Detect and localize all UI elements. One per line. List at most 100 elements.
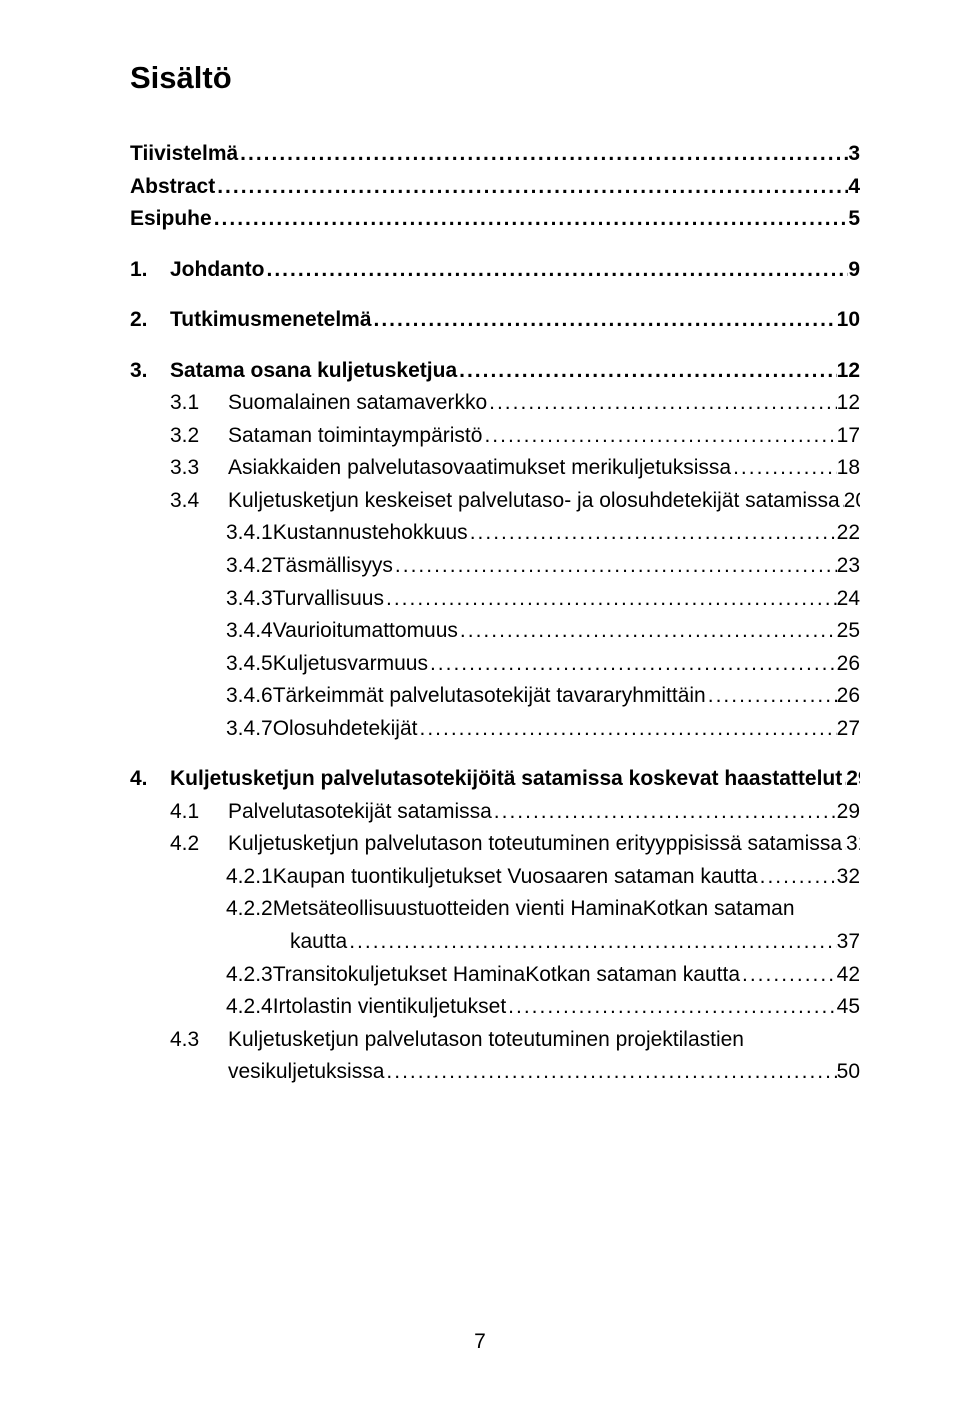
toc-number: 3.4 — [170, 485, 228, 518]
toc-entry: Abstract4 — [130, 171, 860, 204]
toc-number: 3.4.7 — [226, 713, 273, 746]
toc-entry: 4.3 Kuljetusketjun palvelutason toteutum… — [170, 1024, 860, 1057]
toc-leader — [487, 387, 837, 420]
toc-entry: 3.2 Sataman toimintaympäristö 17 — [170, 420, 860, 453]
toc-leader — [384, 583, 837, 616]
toc-leader — [457, 355, 837, 388]
toc-page: 17 — [837, 420, 860, 453]
toc-leader — [215, 171, 848, 204]
page-number: 7 — [0, 1330, 960, 1354]
toc-label: 4.1 Palvelutasotekijät satamissa — [170, 796, 492, 829]
toc-label: 1. Johdanto — [130, 254, 265, 287]
toc-entry: 3.4.2 Täsmällisyys 23 — [226, 550, 860, 583]
toc-entry: Esipuhe 5 — [130, 203, 860, 236]
toc-leader — [384, 1056, 836, 1089]
toc-leader — [372, 304, 837, 337]
toc-label: 3.4.7 Olosuhdetekijät — [226, 713, 417, 746]
toc-label: 4.2 Kuljetusketjun palvelutason toteutum… — [170, 828, 842, 861]
toc-entry: Tiivistelmä 3 — [130, 138, 860, 171]
toc-number: 3.4.4 — [226, 615, 273, 648]
toc-number: 4.2.4 — [226, 991, 273, 1024]
toc-leader — [458, 615, 837, 648]
toc-entry: 3.4.1 Kustannustehokkuus 22 — [226, 517, 860, 550]
toc-number: 3.2 — [170, 420, 228, 453]
toc-entry-continuation: vesikuljetuksissa 50 — [170, 1056, 860, 1089]
toc-label: 3.4.6 Tärkeimmät palvelutasotekijät tava… — [226, 680, 706, 713]
toc-entry-continuation: kautta37 — [290, 926, 860, 959]
toc-entry: 3.4.5 Kuljetusvarmuus 26 — [226, 648, 860, 681]
toc-page: 23 — [837, 550, 860, 583]
toc-number: 3.4.1 — [226, 517, 273, 550]
toc-page: 3 — [848, 138, 860, 171]
toc-label: 4.3 Kuljetusketjun palvelutason toteutum… — [170, 1024, 744, 1057]
toc-page: 9 — [848, 254, 860, 287]
toc-leader — [492, 796, 837, 829]
toc-label: vesikuljetuksissa — [170, 1056, 384, 1089]
toc-label: 4.2.4 Irtolastin vientikuljetukset — [226, 991, 506, 1024]
toc-label: kautta — [290, 926, 347, 959]
toc-number: 3.4.5 — [226, 648, 273, 681]
toc-label: 2. Tutkimusmenetelmä — [130, 304, 372, 337]
toc-label: 3. Satama osana kuljetusketjua — [130, 355, 457, 388]
toc-leader — [265, 254, 849, 287]
toc-number: 4.2.1 — [226, 861, 273, 894]
toc-leader — [212, 203, 849, 236]
toc-entry: 3.4.6 Tärkeimmät palvelutasotekijät tava… — [226, 680, 860, 713]
toc-label: 3.2 Sataman toimintaympäristö — [170, 420, 482, 453]
toc-number: 4.2.2 — [226, 893, 273, 926]
toc-page: 4 — [848, 171, 860, 204]
toc-leader — [758, 861, 837, 894]
toc-number: 2. — [130, 304, 170, 337]
toc-label: 3.4 Kuljetusketjun keskeiset palvelutaso… — [170, 485, 840, 518]
toc-page: 18 — [837, 452, 860, 485]
toc-label: Tiivistelmä — [130, 138, 238, 171]
table-of-contents: Tiivistelmä 3Abstract4Esipuhe 5 1. Johdanto… — [130, 138, 860, 1089]
toc-entry: 3.4 Kuljetusketjun keskeiset palvelutaso… — [170, 485, 860, 518]
toc-page: 29 — [846, 763, 860, 796]
toc-entry: 3.4.4 Vaurioitumattomuus25 — [226, 615, 860, 648]
toc-entry: 4. Kuljetusketjun palvelutasotekijöitä s… — [130, 763, 860, 796]
toc-entry: 1. Johdanto 9 — [130, 254, 860, 287]
toc-page: 27 — [837, 713, 860, 746]
toc-label: 3.4.4 Vaurioitumattomuus — [226, 615, 458, 648]
toc-page: 26 — [837, 680, 860, 713]
toc-number: 4.2.3 — [226, 959, 273, 992]
toc-entry: 4.2.3 Transitokuljetukset HaminaKotkan s… — [226, 959, 860, 992]
toc-entry: 3.3 Asiakkaiden palvelutasovaatimukset m… — [170, 452, 860, 485]
toc-label: 4.2.2 Metsäteollisuustuotteiden vienti H… — [226, 893, 795, 926]
toc-page: 31 — [846, 828, 860, 861]
toc-entry: 3.4.3 Turvallisuus 24 — [226, 583, 860, 616]
toc-number: 4.1 — [170, 796, 228, 829]
toc-page: 22 — [837, 517, 860, 550]
toc-number: 3.4.2 — [226, 550, 273, 583]
toc-leader — [393, 550, 837, 583]
toc-leader — [238, 138, 848, 171]
toc-label: Esipuhe — [130, 203, 212, 236]
toc-number: 4.3 — [170, 1024, 228, 1057]
toc-label: 3.4.5 Kuljetusvarmuus — [226, 648, 428, 681]
toc-entry: 3.1 Suomalainen satamaverkko12 — [170, 387, 860, 420]
toc-entry: 4.2.1 Kaupan tuontikuljetukset Vuosaaren… — [226, 861, 860, 894]
toc-page: 5 — [848, 203, 860, 236]
toc-number: 3.3 — [170, 452, 228, 485]
toc-page: 24 — [837, 583, 860, 616]
toc-label: 4.2.1 Kaupan tuontikuljetukset Vuosaaren… — [226, 861, 758, 894]
toc-leader — [417, 713, 836, 746]
toc-page: 45 — [837, 991, 860, 1024]
page-title: Sisältö — [130, 60, 860, 96]
toc-entry: 2. Tutkimusmenetelmä 10 — [130, 304, 860, 337]
toc-leader — [347, 926, 836, 959]
toc-number: 3.1 — [170, 387, 228, 420]
toc-label: 3.4.3 Turvallisuus — [226, 583, 384, 616]
toc-page: 12 — [837, 355, 860, 388]
toc-label: 4.2.3 Transitokuljetukset HaminaKotkan s… — [226, 959, 740, 992]
toc-entry: 4.2.4 Irtolastin vientikuljetukset 45 — [226, 991, 860, 1024]
toc-entry: 4.2.2 Metsäteollisuustuotteiden vienti H… — [226, 893, 860, 926]
toc-label: 3.4.2 Täsmällisyys — [226, 550, 393, 583]
toc-leader — [706, 680, 837, 713]
toc-page: 50 — [837, 1056, 860, 1089]
toc-page: 20 — [844, 485, 860, 518]
toc-label: 3.4.1 Kustannustehokkuus — [226, 517, 468, 550]
toc-page: 10 — [837, 304, 860, 337]
toc-page: 26 — [837, 648, 860, 681]
